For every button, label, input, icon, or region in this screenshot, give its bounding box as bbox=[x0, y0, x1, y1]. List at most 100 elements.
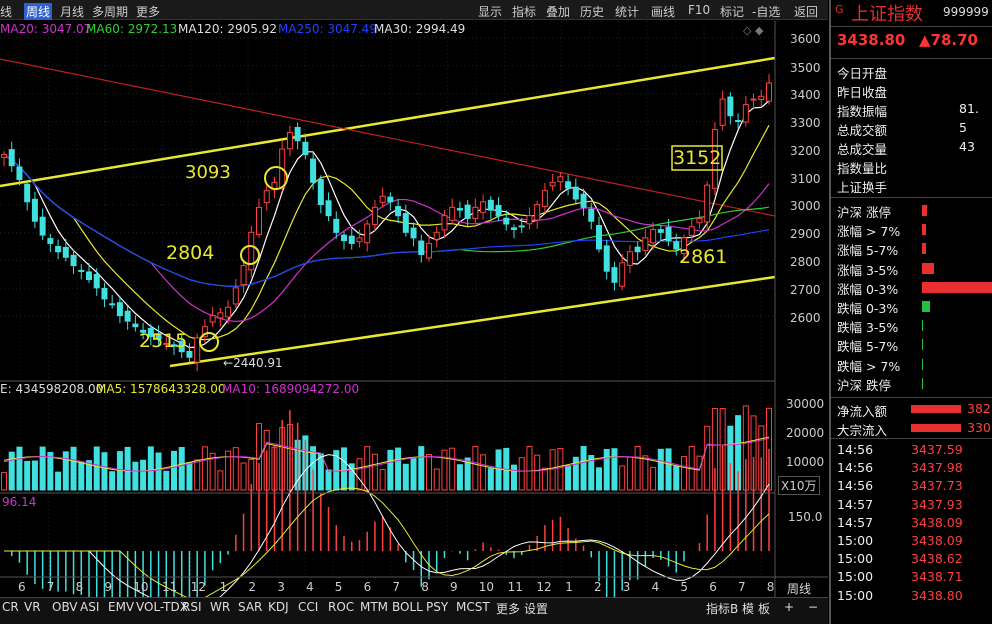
menu-watchlist[interactable]: -自选 bbox=[752, 5, 781, 19]
indicator-b-button[interactable]: 指标B bbox=[706, 602, 739, 616]
scrollbar[interactable] bbox=[0, 617, 828, 624]
candle-body bbox=[147, 327, 154, 337]
indicator-tab[interactable]: 设置 bbox=[524, 602, 549, 616]
candle-body bbox=[456, 207, 463, 211]
menu-history[interactable]: 历史 bbox=[580, 5, 605, 19]
indicator-tab[interactable]: 更多 bbox=[496, 602, 521, 616]
indicator-tab[interactable]: OBV bbox=[52, 600, 78, 614]
candle-body bbox=[78, 269, 85, 272]
candle-body bbox=[317, 179, 324, 206]
divider bbox=[831, 438, 992, 439]
indicator-tab[interactable]: WR bbox=[210, 600, 231, 614]
candle-body bbox=[24, 183, 31, 203]
menu-display[interactable]: 显示 bbox=[478, 5, 503, 19]
kline-chart-area[interactable]: MA20: 3047.07 MA60: 2972.13 MA120: 2905.… bbox=[0, 21, 828, 621]
x-tick: 1 bbox=[565, 580, 573, 594]
zoom-in-button[interactable]: + bbox=[784, 600, 795, 614]
indicator-tab[interactable]: SAR bbox=[238, 600, 263, 614]
candle-body bbox=[727, 96, 734, 117]
tab-multi-period[interactable]: 多周期 bbox=[92, 5, 129, 19]
indicator-tab[interactable]: ROC bbox=[328, 600, 355, 614]
candle-body bbox=[93, 274, 100, 289]
volume-bar bbox=[86, 460, 92, 491]
menu-back[interactable]: 返回 bbox=[794, 5, 819, 19]
candle-body bbox=[410, 227, 417, 239]
indicator-tab[interactable]: CR bbox=[2, 600, 19, 614]
board-button[interactable]: 板 bbox=[758, 602, 771, 616]
volume-bar bbox=[348, 463, 355, 491]
candle-body bbox=[55, 246, 62, 253]
volume-bar bbox=[449, 447, 456, 491]
indicator-tab[interactable]: KDJ bbox=[268, 600, 289, 614]
diamond-icon[interactable]: ◇ ◆ bbox=[743, 24, 764, 37]
candle-body bbox=[549, 181, 556, 187]
volume-bar bbox=[395, 447, 402, 491]
menu-indicator[interactable]: 指标 bbox=[512, 5, 537, 19]
volume-bar bbox=[93, 446, 100, 491]
flow-value: 382 bbox=[967, 401, 991, 416]
tab-weekly[interactable]: 周线 bbox=[24, 3, 53, 20]
candle-body bbox=[240, 265, 247, 286]
distribution-bar bbox=[922, 301, 931, 312]
candle-body bbox=[225, 306, 232, 318]
menu-overlay[interactable]: 叠加 bbox=[546, 5, 571, 19]
indicator-tab[interactable]: CCI bbox=[298, 600, 319, 614]
x-tick: 6 bbox=[709, 580, 717, 594]
indicator-tab[interactable]: RSI bbox=[182, 600, 202, 614]
tick-time: 14:56 bbox=[837, 460, 874, 476]
legend-ma20: MA20: 3047.07 bbox=[0, 22, 92, 36]
menu-draw[interactable]: 画线 bbox=[651, 5, 676, 19]
ma-line bbox=[3, 100, 770, 349]
ma-line bbox=[3, 154, 770, 287]
price-tick: 3000 bbox=[790, 199, 821, 213]
volume-bar bbox=[101, 452, 108, 491]
vol-tick: 20000 bbox=[786, 426, 825, 440]
candle-body bbox=[294, 126, 301, 142]
candle-body bbox=[657, 229, 664, 233]
candle-body bbox=[611, 267, 618, 283]
volume-bar bbox=[155, 452, 162, 491]
volume-bar bbox=[456, 464, 463, 491]
tab-monthly[interactable]: 月线 bbox=[60, 5, 85, 19]
menu-stats[interactable]: 统计 bbox=[615, 5, 640, 19]
price-tick: 3400 bbox=[790, 88, 821, 102]
tick-price: 3438.62 bbox=[911, 551, 963, 567]
menu-f10[interactable]: F10 bbox=[688, 3, 711, 17]
volume-bar bbox=[549, 449, 556, 491]
volume-bar bbox=[341, 447, 347, 491]
volume-bar bbox=[464, 457, 471, 491]
x-tick: 8 bbox=[766, 580, 775, 594]
volume-bar bbox=[31, 460, 38, 491]
tab-line[interactable]: 线 bbox=[0, 5, 13, 19]
tab-more[interactable]: 更多 bbox=[136, 5, 161, 19]
indicator-tab[interactable]: PSY bbox=[426, 600, 449, 614]
period-label[interactable]: 周线 bbox=[787, 582, 812, 596]
candle-body bbox=[263, 190, 270, 204]
candle-body bbox=[310, 158, 317, 183]
template-button[interactable]: 模 bbox=[742, 602, 755, 616]
volume-bar bbox=[225, 450, 232, 491]
indicator-tab[interactable]: EMV bbox=[108, 600, 135, 614]
indicator-tab[interactable]: VOL-TDX bbox=[136, 600, 188, 614]
indicator-tab[interactable]: MCST bbox=[456, 600, 490, 614]
marker-circle-2804 bbox=[240, 245, 260, 265]
candle-body bbox=[124, 310, 131, 322]
distribution-bar bbox=[922, 262, 934, 274]
indicator-tab[interactable]: VR bbox=[24, 600, 41, 614]
volume-bar bbox=[16, 446, 23, 491]
candle-body bbox=[588, 208, 595, 222]
zoom-out-button[interactable]: − bbox=[808, 600, 819, 614]
indicator-tab[interactable]: MTM bbox=[360, 600, 389, 614]
tick-price: 3437.93 bbox=[911, 496, 963, 512]
tick-time: 14:57 bbox=[837, 514, 874, 530]
candle-body bbox=[356, 237, 363, 243]
volume-bar bbox=[240, 462, 247, 491]
volume-bar bbox=[626, 456, 633, 491]
flag-icon[interactable]: G bbox=[835, 3, 844, 16]
volume-bar bbox=[387, 449, 394, 491]
tick-time: 14:56 bbox=[837, 478, 874, 494]
menu-mark[interactable]: 标记 bbox=[720, 5, 745, 19]
price-tick: 2800 bbox=[790, 255, 821, 269]
indicator-tab[interactable]: ASI bbox=[80, 600, 100, 614]
indicator-tab[interactable]: BOLL bbox=[392, 600, 423, 614]
